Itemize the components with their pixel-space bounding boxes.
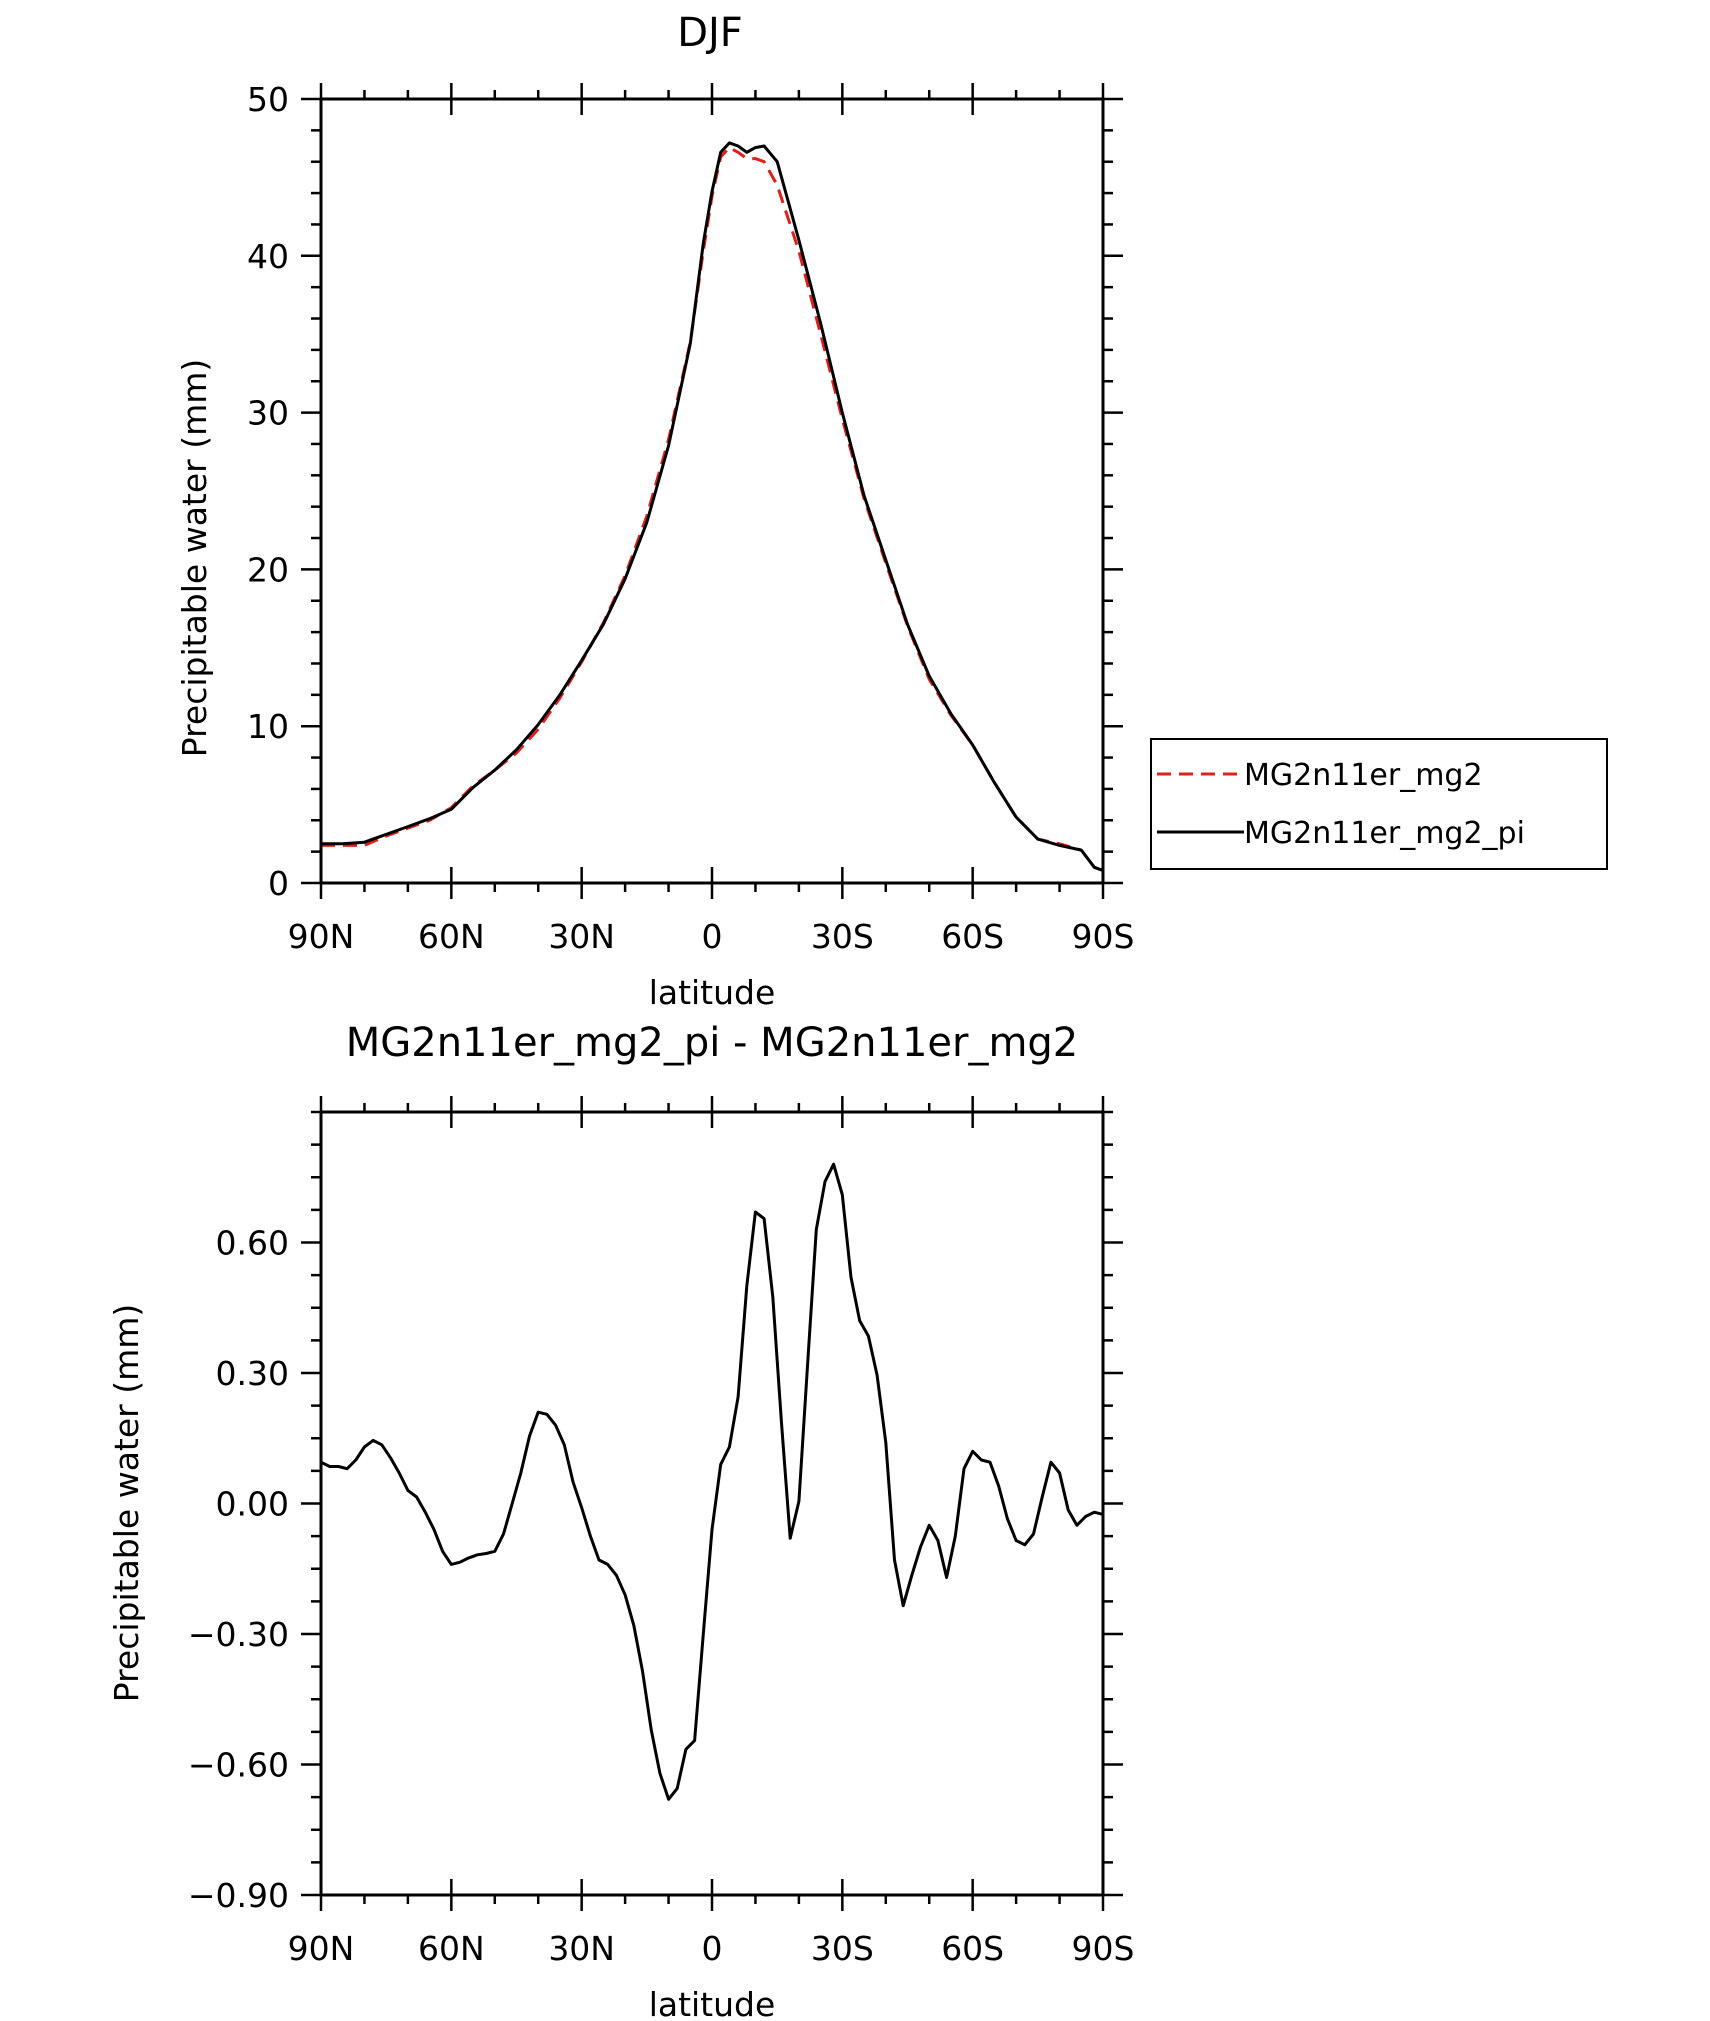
top-y-tick-label: 20 bbox=[247, 550, 289, 589]
bottom-x-tick-label: 0 bbox=[702, 1929, 723, 1968]
bottom-tick-labels: 90N 60N 30N 0 30S 60S 90S −0.90 −0.60 −0.30 0.00 0.… bbox=[188, 1224, 1135, 1969]
bottom-x-tick-label: 60N bbox=[418, 1929, 485, 1968]
top-tick-labels: 90N 60N 30N 0 30S 60S 90S 0 10 20 30 40 50 bbox=[247, 80, 1134, 956]
top-y-tick-label: 30 bbox=[247, 394, 289, 433]
bottom-y-tick-label: 0.60 bbox=[216, 1224, 289, 1263]
top-x-tick-label: 30S bbox=[811, 917, 874, 956]
bottom-y-tick-label: 0.00 bbox=[216, 1485, 289, 1524]
top-y-axis-label: Precipitable water (mm) bbox=[175, 359, 214, 758]
top-axis-ticks bbox=[301, 83, 1123, 899]
bottom-x-tick-label: 30N bbox=[548, 1929, 615, 1968]
bottom-x-tick-label: 30S bbox=[811, 1929, 874, 1968]
bottom-series-group bbox=[320, 1162, 1104, 1801]
top-chart-title: DJF bbox=[677, 10, 743, 56]
top-x-axis-label: latitude bbox=[649, 973, 776, 1012]
panel-bottom-chart: MG2n11er_mg2_pi - MG2n11er_mg2 Precipita… bbox=[107, 1020, 1134, 2021]
top-x-tick-label: 60N bbox=[418, 917, 485, 956]
bottom-series-line-1 bbox=[320, 1162, 1104, 1801]
bottom-x-axis-label: latitude bbox=[649, 1985, 776, 2021]
top-x-tick-label: 30N bbox=[548, 917, 615, 956]
top-series-group bbox=[321, 141, 1104, 872]
top-series-line-2 bbox=[321, 141, 1104, 872]
bottom-x-tick-label: 60S bbox=[941, 1929, 1004, 1968]
bottom-y-tick-label: −0.60 bbox=[188, 1746, 289, 1785]
top-plot-frame bbox=[319, 97, 1105, 885]
top-y-tick-label: 0 bbox=[268, 864, 289, 903]
bottom-y-tick-label: −0.90 bbox=[188, 1876, 289, 1915]
top-x-tick-label: 0 bbox=[702, 917, 723, 956]
legend-label-mg2-pi: MG2n11er_mg2_pi bbox=[1244, 816, 1525, 851]
bottom-y-tick-label: 0.30 bbox=[216, 1354, 289, 1393]
bottom-x-tick-label: 90N bbox=[288, 1929, 355, 1968]
top-series-line-1 bbox=[321, 146, 1104, 872]
bottom-plot-frame bbox=[319, 1110, 1105, 1897]
legend-box bbox=[1150, 738, 1608, 870]
panel-top-chart: DJF Precipitable water (mm) latitude 90N… bbox=[175, 10, 1608, 1012]
bottom-axis-ticks bbox=[301, 1096, 1123, 1911]
top-x-tick-label: 60S bbox=[941, 917, 1004, 956]
bottom-y-tick-label: −0.30 bbox=[188, 1615, 289, 1654]
top-y-tick-label: 10 bbox=[247, 707, 289, 746]
top-y-tick-label: 50 bbox=[247, 80, 289, 119]
top-y-tick-label: 40 bbox=[247, 237, 289, 276]
legend: MG2n11er_mg2 MG2n11er_mg2_pi bbox=[1150, 738, 1608, 870]
legend-label-mg2: MG2n11er_mg2 bbox=[1244, 758, 1483, 793]
top-x-tick-label: 90N bbox=[288, 917, 355, 956]
bottom-x-tick-label: 90S bbox=[1072, 1929, 1135, 1968]
bottom-chart-title: MG2n11er_mg2_pi - MG2n11er_mg2 bbox=[346, 1020, 1079, 1066]
top-x-tick-label: 90S bbox=[1072, 917, 1135, 956]
bottom-y-axis-label: Precipitable water (mm) bbox=[107, 1304, 146, 1703]
